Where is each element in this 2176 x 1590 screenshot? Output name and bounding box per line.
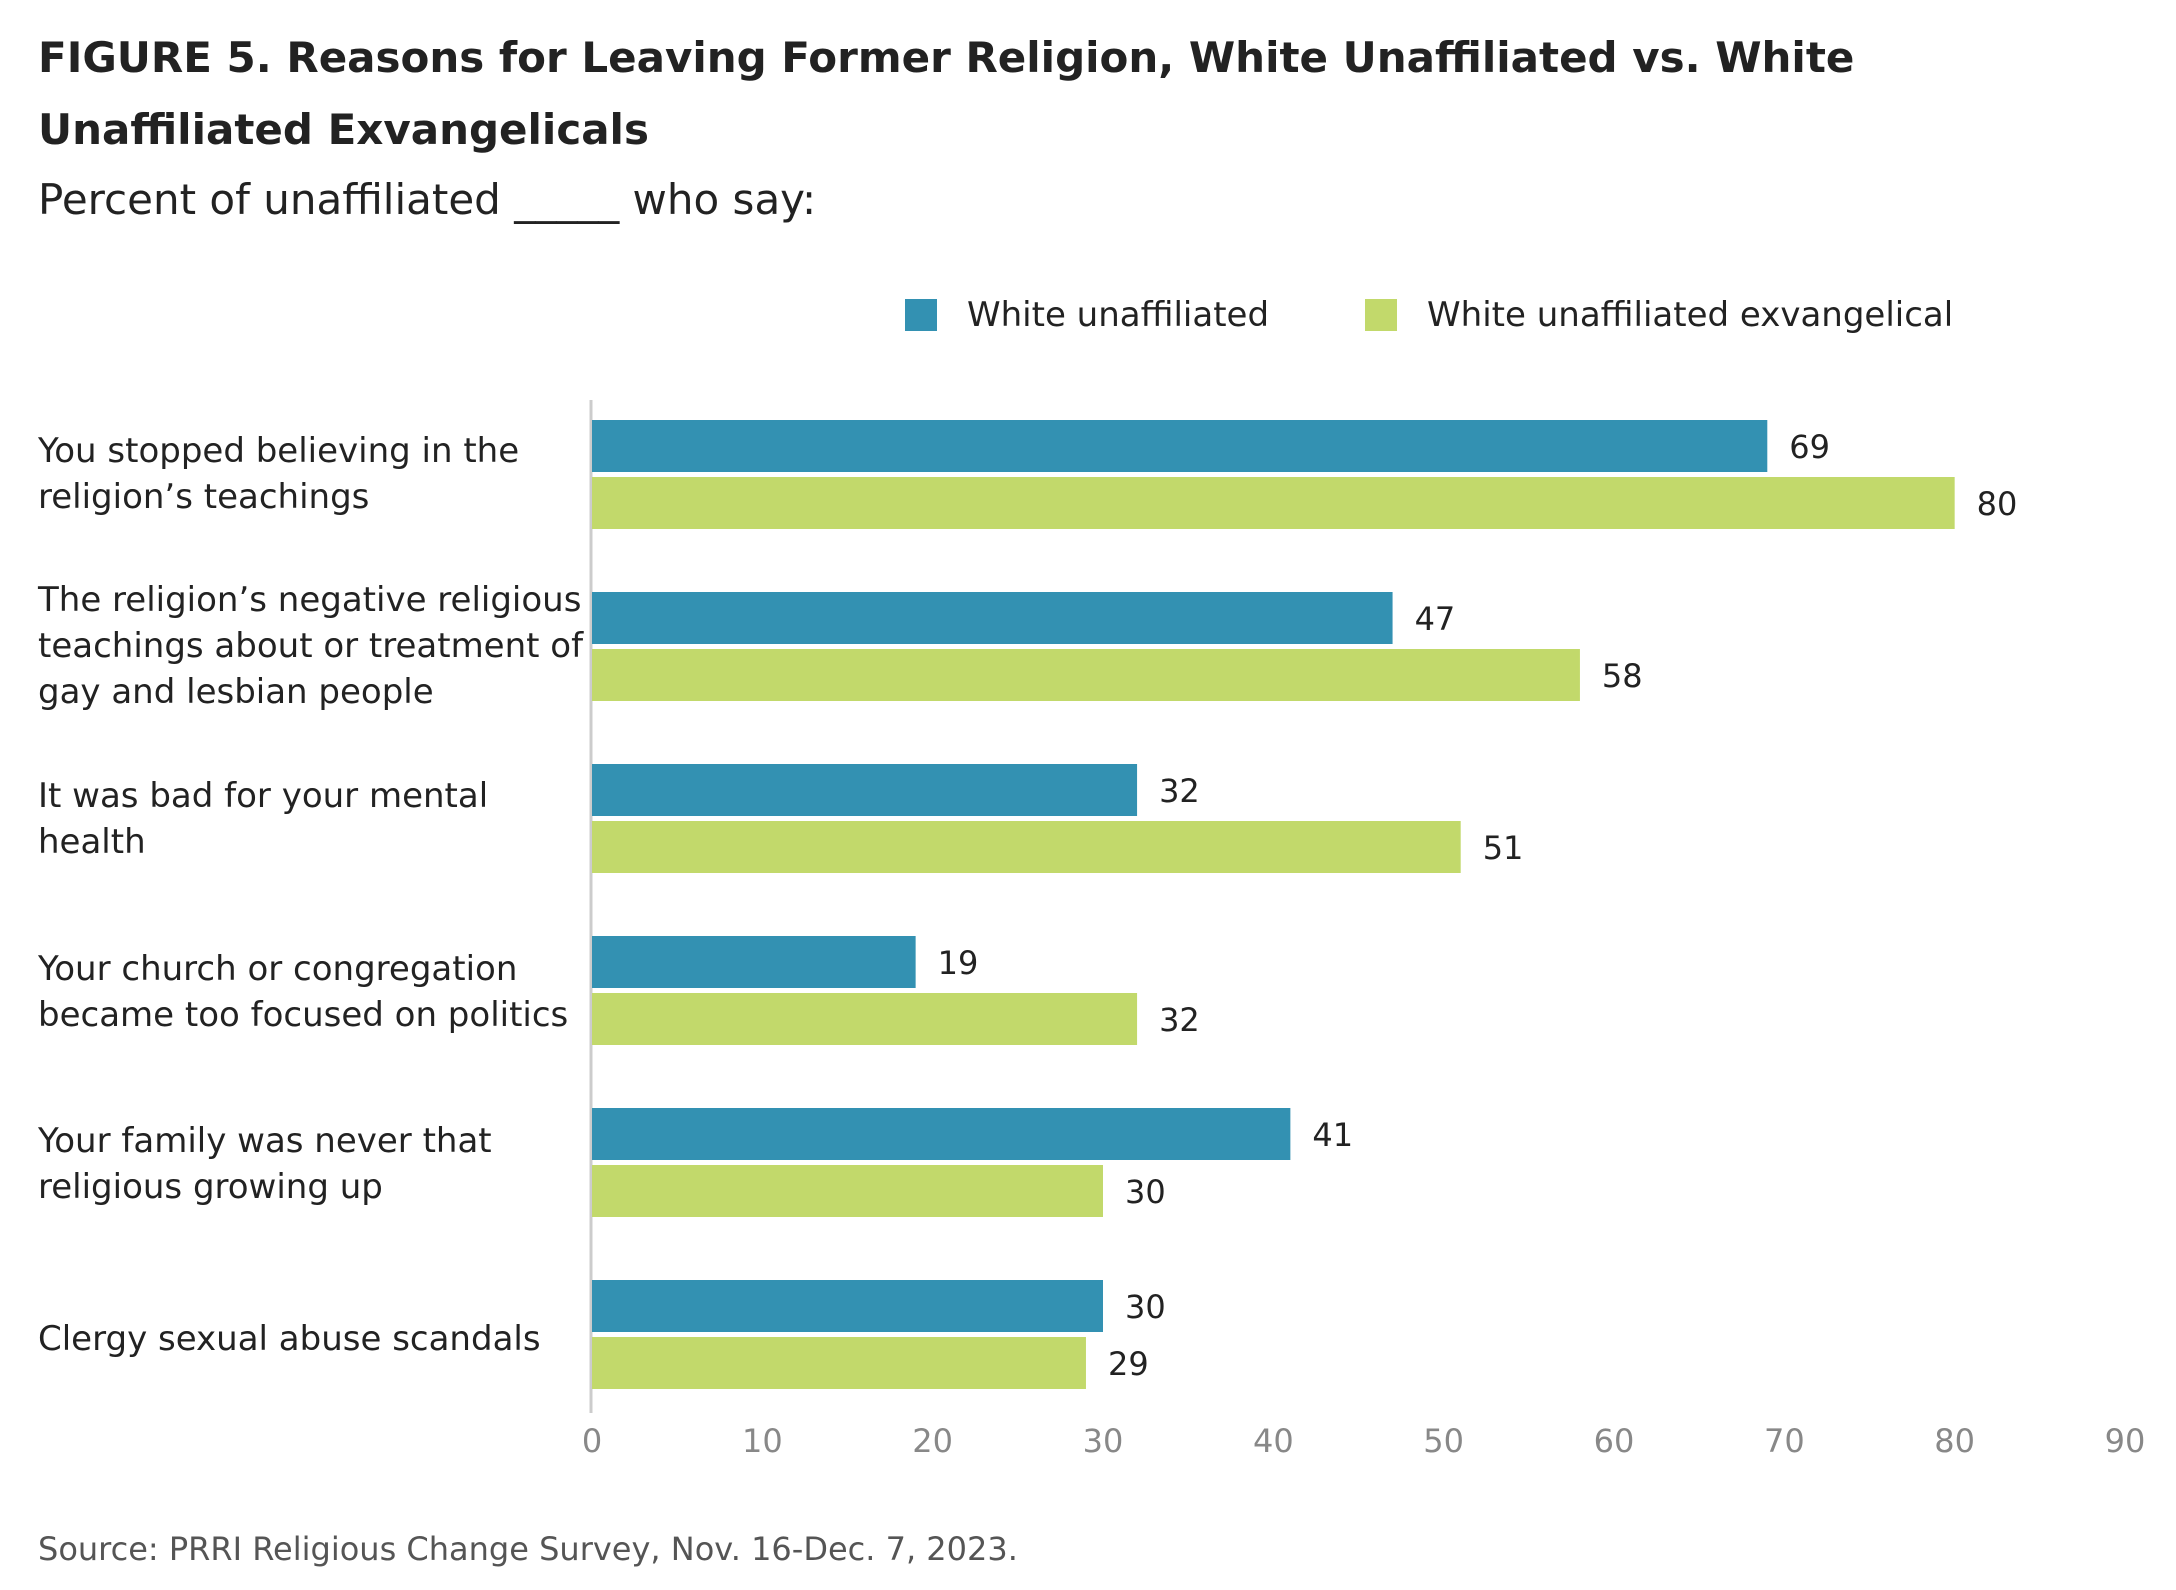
legend-label-white-unaffiliated: White unaffiliated <box>967 295 1270 335</box>
category-label-lgbt-treatment: The religion’s negative religious teachi… <box>38 580 584 712</box>
chart-subtitle: Percent of unaffiliated _____ who say: <box>38 175 817 224</box>
source-note: Source: PRRI Religious Change Survey, No… <box>38 1530 1018 1568</box>
bar-white-unaffiliated-4 <box>592 1108 1291 1160</box>
legend-item-white-unaffiliated-exvangelical: White unaffiliated exvangelical <box>1365 295 1953 335</box>
data-label-white-unaffiliated-exvangelical-5: 29 <box>1108 1345 1149 1383</box>
category-label-mental-health: It was bad for your mental health <box>38 776 489 862</box>
data-label-white-unaffiliated-exvangelical-4: 30 <box>1125 1173 1166 1211</box>
x-tick-label-0: 0 <box>582 1422 602 1460</box>
legend-swatch-white-unaffiliated-exvangelical <box>1365 299 1398 331</box>
x-tick-label-90: 90 <box>2105 1422 2146 1460</box>
category-label-clergy-abuse: Clergy sexual abuse scandals <box>38 1319 541 1359</box>
bar-white-unaffiliated-exvangelical-2 <box>592 821 1461 873</box>
x-tick-label-10: 10 <box>742 1422 783 1460</box>
bar-white-unaffiliated-2 <box>592 764 1138 816</box>
data-label-white-unaffiliated-0: 69 <box>1789 428 1830 466</box>
data-label-white-unaffiliated-4: 41 <box>1312 1116 1353 1154</box>
bar-white-unaffiliated-exvangelical-3 <box>592 993 1138 1045</box>
x-tick-label-80: 80 <box>1934 1422 1975 1460</box>
legend: White unaffiliated White unaffiliated ex… <box>905 290 1953 340</box>
data-label-white-unaffiliated-3: 19 <box>938 944 979 982</box>
data-label-white-unaffiliated-exvangelical-2: 51 <box>1483 829 1524 867</box>
category-label-family-not-religious: Your family was never that religious gro… <box>38 1121 492 1207</box>
bar-white-unaffiliated-0 <box>592 420 1768 472</box>
legend-swatch-white-unaffiliated <box>905 299 937 331</box>
data-label-white-unaffiliated-exvangelical-3: 32 <box>1159 1001 1200 1039</box>
x-tick-label-40: 40 <box>1253 1422 1294 1460</box>
x-tick-label-30: 30 <box>1083 1422 1124 1460</box>
data-label-white-unaffiliated-exvangelical-0: 80 <box>1977 485 2018 523</box>
chart-title: FIGURE 5. Reasons for Leaving Former Rel… <box>38 33 1855 154</box>
bar-white-unaffiliated-exvangelical-0 <box>592 477 1955 529</box>
legend-item-white-unaffiliated: White unaffiliated <box>905 295 1269 335</box>
x-tick-label-50: 50 <box>1423 1422 1464 1460</box>
x-tick-label-20: 20 <box>912 1422 953 1460</box>
bar-white-unaffiliated-exvangelical-5 <box>592 1337 1086 1389</box>
x-tick-label-60: 60 <box>1594 1422 1635 1460</box>
x-tick-label-70: 70 <box>1764 1422 1805 1460</box>
bar-white-unaffiliated-exvangelical-1 <box>592 649 1580 701</box>
category-label-politics: Your church or congregation became too f… <box>38 949 569 1035</box>
data-label-white-unaffiliated-2: 32 <box>1159 772 1200 810</box>
legend-label-white-unaffiliated-exvangelical: White unaffiliated exvangelical <box>1427 295 1954 335</box>
bar-white-unaffiliated-3 <box>592 936 916 988</box>
bar-white-unaffiliated-exvangelical-4 <box>592 1165 1103 1217</box>
data-label-white-unaffiliated-1: 47 <box>1415 600 1456 638</box>
category-label-stopped-believing: You stopped believing in the religion’s … <box>38 431 520 517</box>
bar-white-unaffiliated-5 <box>592 1280 1103 1332</box>
data-label-white-unaffiliated-5: 30 <box>1125 1288 1166 1326</box>
data-label-white-unaffiliated-exvangelical-1: 58 <box>1602 657 1643 695</box>
bar-white-unaffiliated-1 <box>592 592 1393 644</box>
